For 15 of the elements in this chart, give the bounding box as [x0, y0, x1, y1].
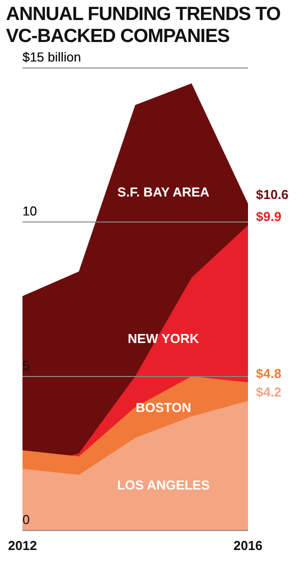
y-tick-label: 0: [22, 512, 30, 527]
x-tick-label: 2012: [8, 538, 37, 553]
y-tick-label: $15 billion: [22, 50, 82, 65]
y-tick-label: 5: [22, 358, 30, 373]
data-label: $10.6: [256, 187, 289, 202]
chart-title: ANNUAL FUNDING TRENDS TO VC-BACKED COMPANIES: [6, 4, 282, 48]
series-label: S.F. BAY AREA: [117, 184, 210, 200]
y-tick-label: 10: [22, 204, 37, 219]
data-label: $4.2: [256, 384, 282, 400]
series-label: BOSTON: [136, 400, 192, 416]
x-tick-label: 2016: [234, 538, 262, 553]
data-label: $4.8: [256, 366, 282, 382]
series-label: NEW YORK: [128, 330, 200, 346]
data-label: $9.9: [256, 208, 282, 224]
series-label: LOS ANGELES: [117, 477, 210, 492]
